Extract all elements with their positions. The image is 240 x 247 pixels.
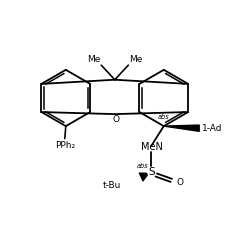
Text: O: O — [176, 178, 183, 187]
Text: Me: Me — [129, 55, 143, 64]
Text: Me: Me — [87, 55, 100, 64]
Text: O: O — [112, 115, 119, 124]
Text: MeN: MeN — [141, 142, 163, 152]
Text: abs: abs — [158, 114, 170, 120]
Text: t-Bu: t-Bu — [103, 181, 121, 190]
Text: S: S — [148, 167, 155, 177]
Text: abs: abs — [137, 163, 148, 169]
Text: PPh₂: PPh₂ — [55, 141, 75, 150]
Polygon shape — [164, 125, 199, 131]
Text: 1-Ad: 1-Ad — [202, 124, 223, 133]
